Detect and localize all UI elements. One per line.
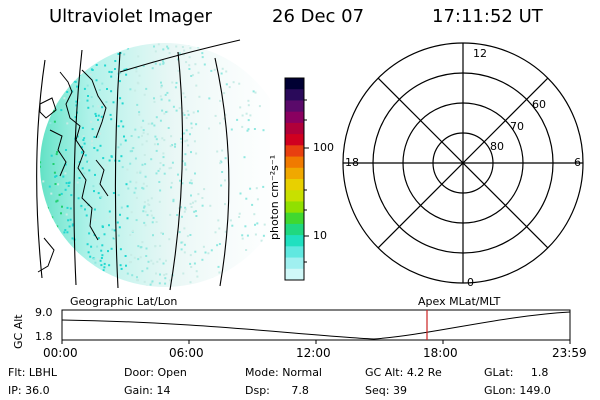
status-ip: IP: 36.0 [8,384,50,397]
observation-time: 17:11:52 UT [432,6,543,27]
time-tick-0600: 06:00 [169,346,204,360]
polar-plot [342,42,584,284]
colorbar-cell [285,167,304,180]
altitude-curve [61,311,571,340]
colorbar-cell [285,223,304,236]
timeline-axis-label: GC Alt [12,314,25,349]
time-tick-1800: 18:00 [423,346,458,360]
colorbar-cell [285,246,304,259]
coastlines [37,69,109,273]
status-seq: Seq: 39 [365,384,407,397]
timeline-y-min: 1.8 [35,330,53,343]
colorbar-cell [285,100,304,113]
auroral-image [30,39,270,291]
colorbar [284,77,309,281]
time-tick-0000: 00:00 [43,346,78,360]
time-tick-2359: 23:59 [552,346,587,360]
status-door: Door: Open [124,366,187,379]
colorbar-cell [285,212,304,225]
colorbar-cell [285,78,304,90]
status-glat: GLat: 1.8 [484,366,549,379]
colorbar-cell [285,134,304,146]
polar-lat-80: 80 [490,140,504,153]
polar-lat-60: 60 [532,98,546,111]
time-tick-1200: 12:00 [296,346,331,360]
colorbar-cell [285,145,304,158]
polar-hour-0: 0 [467,276,474,289]
status-dsp: Dsp: 7.8 [245,384,309,397]
colorbar-tick-10: 10 [313,229,327,242]
colorbar-cell [285,156,304,169]
observation-date: 26 Dec 07 [272,6,365,27]
colorbar-cell [285,111,304,124]
status-mode: Mode: Normal [245,366,322,379]
polar-lat-70: 70 [510,120,524,133]
polar-hour-18: 18 [345,156,359,169]
colorbar-cell [285,268,304,281]
polar-hour-6: 6 [574,156,581,169]
altitude-timeline [61,309,571,344]
timeline-y-max: 9.0 [35,306,53,319]
status-gain: Gain: 14 [124,384,171,397]
geo-label: Geographic Lat/Lon [70,295,178,308]
colorbar-cell [285,235,304,247]
instrument-title: Ultraviolet Imager [49,6,212,27]
colorbar-cell [285,89,304,101]
colorbar-tick-100: 100 [313,141,334,154]
colorbar-cell [285,122,304,135]
status-glon: GLon: 149.0 [484,384,551,397]
status-filter: Flt: LBHL [8,366,57,379]
colorbar-cell [285,257,304,270]
colorbar-unit-label: photon cm⁻²s⁻¹ [268,155,281,240]
apex-label: Apex MLat/MLT [418,295,501,308]
status-gc-alt: GC Alt: 4.2 Re [365,366,442,379]
colorbar-cell [285,201,304,214]
colorbar-cell [285,179,304,191]
meridian-lines [36,39,241,291]
colorbar-cell [285,190,304,202]
polar-hour-12: 12 [473,47,487,60]
